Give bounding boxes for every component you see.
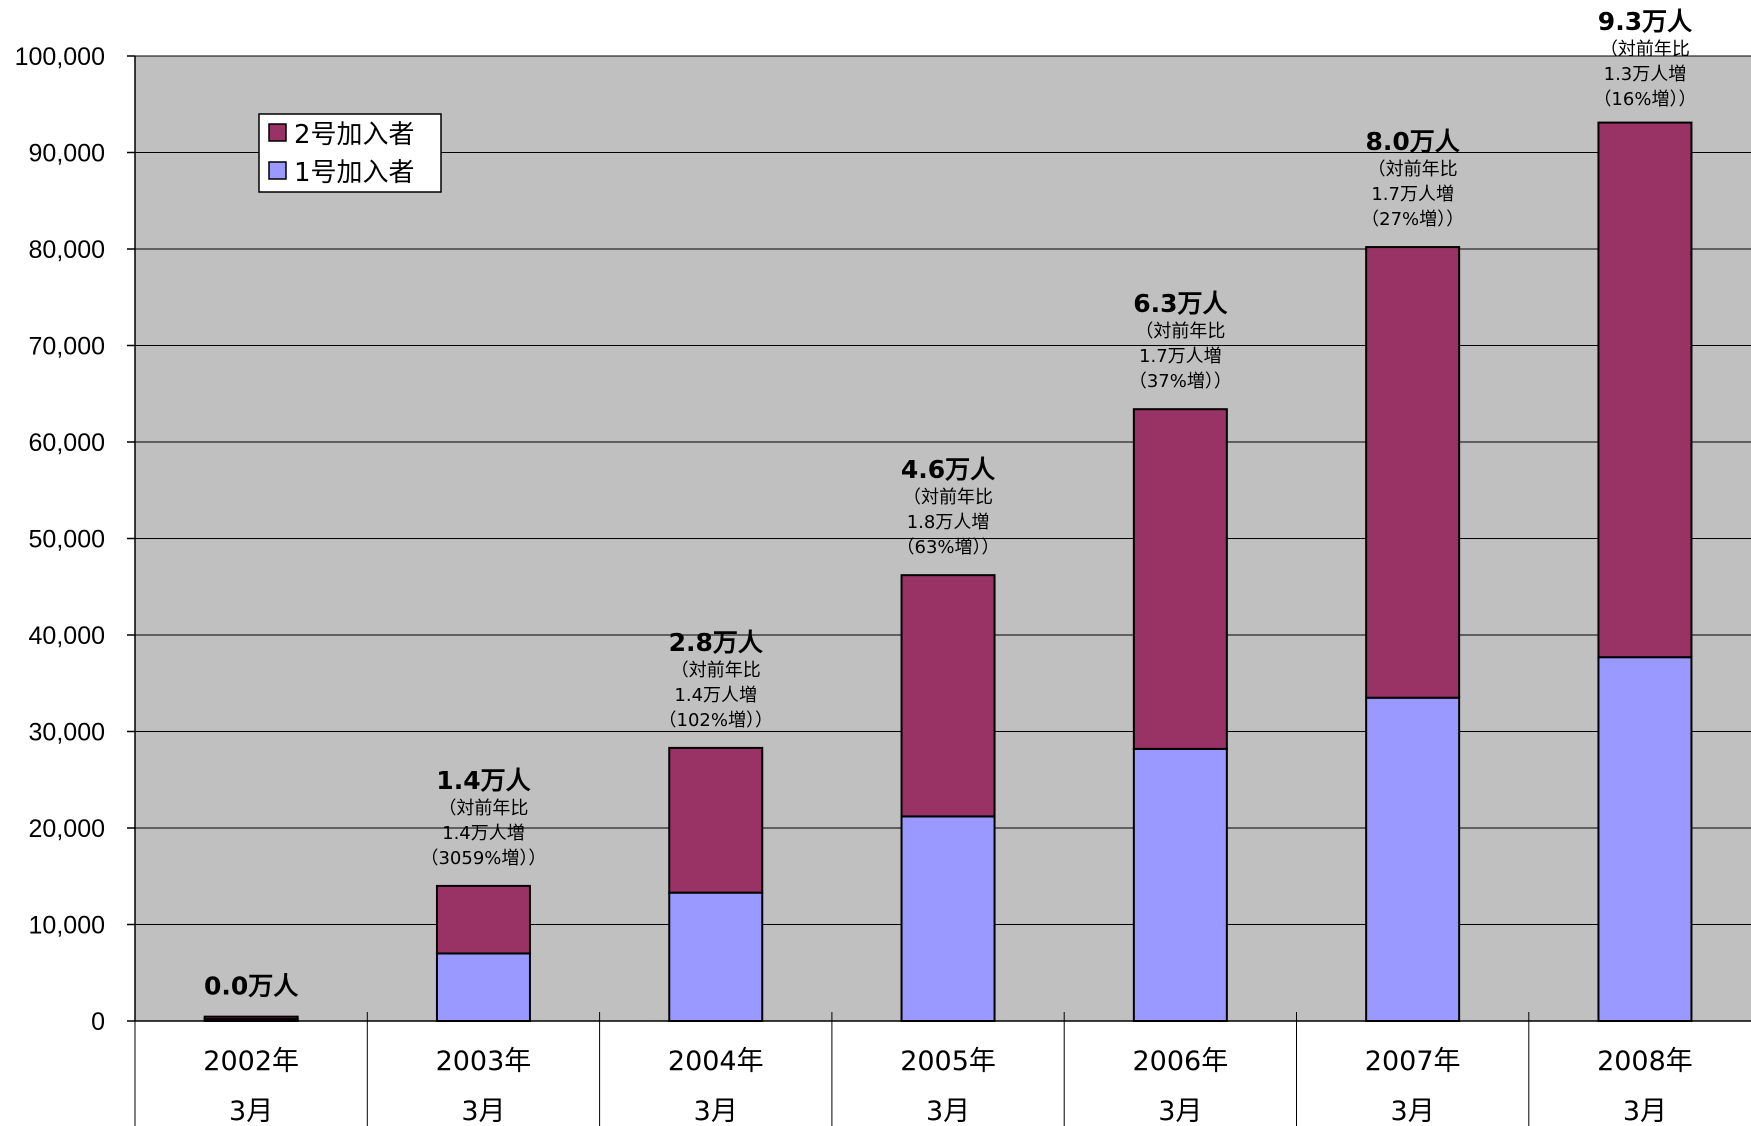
legend-box [258, 113, 442, 193]
y-tick-label: 40,000 [29, 622, 105, 650]
x-tick-label-month: 3月 [926, 1096, 970, 1126]
y-tick-label: 10,000 [29, 912, 105, 940]
bar-change-label: （対前年比 [1135, 321, 1225, 342]
bar-segment [1365, 696, 1461, 1022]
legend: 2号加入者 1号加入者 [258, 113, 442, 193]
bar-change-label: （63%増）） [897, 537, 1000, 558]
x-tick-label-month: 3月 [461, 1096, 505, 1126]
bar-total-label: 0.0万人 [204, 972, 298, 1001]
bar-segment [1597, 121, 1693, 659]
x-tick-label-month: 3月 [1623, 1096, 1667, 1126]
bar-segment [1132, 408, 1228, 750]
y-axis: 0 10,000 20,000 30,000 40,000 50,000 60,000 70,… [15, 43, 136, 1036]
bar-change-label: （対前年比 [903, 487, 993, 508]
bar-segment [1597, 656, 1693, 1022]
legend-label: 2号加入者 [294, 120, 415, 150]
bar-change-label: 1.7万人増 [1139, 346, 1222, 367]
x-tick-label-year: 2002年 [203, 1046, 299, 1077]
bar-change-label: （102%増）） [659, 710, 773, 731]
bar-change-label: （3059%増）） [420, 848, 546, 869]
y-tick-label: 60,000 [29, 429, 105, 457]
bar-annotations: 0.0万人 1.4万人 （対前年比 1.4万人増 （3059%増）） 2.8万人 （対前年比… [204, 7, 1696, 1001]
bar-change-label: （27%増）） [1361, 209, 1464, 230]
x-axis: 2002年 3月 2003年 3月 2004年 3月 2005年 3月 2006年 3月 2007年… [134, 1012, 1751, 1126]
x-tick-label-year: 2005年 [900, 1046, 996, 1077]
bar-total-label: 2.8万人 [669, 628, 763, 657]
x-tick-label-month: 3月 [1158, 1096, 1202, 1126]
x-tick-label-year: 2006年 [1132, 1046, 1228, 1077]
bar-change-label: 1.4万人増 [442, 823, 525, 844]
bar-segment [435, 884, 531, 955]
bar-segment [1132, 747, 1228, 1022]
y-tick-label: 20,000 [29, 815, 105, 843]
x-tick-label-month: 3月 [1391, 1096, 1435, 1126]
bar-change-label: 1.3万人増 [1604, 64, 1687, 85]
bar-change-label: 1.7万人増 [1371, 184, 1454, 205]
x-tick-label-month: 3月 [694, 1096, 738, 1126]
y-tick-label: 0 [91, 1008, 105, 1036]
y-tick-label: 80,000 [29, 236, 105, 264]
x-tick-label-year: 2004年 [668, 1046, 764, 1077]
bar-total-label: 1.4万人 [436, 766, 530, 795]
bar-segment [900, 815, 996, 1022]
bar-segment [435, 952, 531, 1023]
x-tick-label-month: 3月 [229, 1096, 273, 1126]
bar-total-label: 4.6万人 [901, 455, 995, 484]
y-tick-label: 90,000 [29, 140, 105, 168]
bar-change-label: （対前年比 [438, 798, 528, 819]
legend-swatch [268, 161, 287, 180]
bar-total-label: 6.3万人 [1133, 289, 1227, 318]
bar-change-label: 1.8万人増 [907, 512, 990, 533]
y-tick-label: 70,000 [29, 333, 105, 361]
bar-segment [668, 746, 764, 894]
bars [203, 121, 1693, 1023]
x-tick-label-year: 2007年 [1365, 1046, 1461, 1077]
y-tick-label: 50,000 [29, 526, 105, 554]
legend-label: 1号加入者 [294, 158, 415, 188]
bar-segment [668, 891, 764, 1023]
y-tick-label: 30,000 [29, 719, 105, 747]
bar-segment [900, 574, 996, 818]
x-tick-label-year: 2008年 [1597, 1046, 1693, 1077]
bar-total-label: 9.3万人 [1598, 7, 1692, 36]
bar-total-label: 8.0万人 [1366, 127, 1460, 156]
bar-segment [1365, 246, 1461, 699]
bar-change-label: （37%増）） [1129, 371, 1232, 392]
bar-change-label: （対前年比 [1600, 39, 1690, 60]
bar-segment [203, 1015, 299, 1021]
bar-change-label: 1.4万人増 [674, 685, 757, 706]
legend-swatch [268, 123, 287, 142]
y-tick-label: 100,000 [15, 43, 105, 71]
bar-change-label: （対前年比 [671, 660, 761, 681]
bar-change-label: （対前年比 [1368, 159, 1458, 180]
bar-change-label: （16%増）） [1593, 89, 1696, 110]
x-tick-label-year: 2003年 [436, 1046, 532, 1077]
